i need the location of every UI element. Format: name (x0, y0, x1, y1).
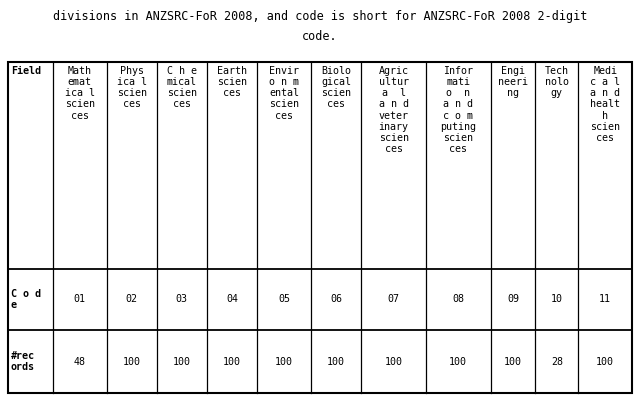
Text: 09: 09 (507, 294, 519, 304)
Text: 100: 100 (123, 357, 141, 367)
Text: C o d
e: C o d e (11, 289, 41, 310)
Text: Phys
ica l
scien
ces: Phys ica l scien ces (116, 66, 147, 109)
Text: 100: 100 (385, 357, 403, 367)
Text: 11: 11 (599, 294, 611, 304)
Text: 48: 48 (74, 357, 86, 367)
Text: 07: 07 (388, 294, 399, 304)
Text: 100: 100 (327, 357, 345, 367)
Text: 10: 10 (551, 294, 563, 304)
Text: Engi
neeri
ng: Engi neeri ng (498, 66, 528, 98)
Text: Biolo
gical
scien
ces: Biolo gical scien ces (321, 66, 351, 109)
Text: Envir
o n m
ental
scien
ces: Envir o n m ental scien ces (269, 66, 299, 120)
Text: Tech
nolo
gy: Tech nolo gy (545, 66, 569, 98)
Text: 05: 05 (278, 294, 290, 304)
Text: Medi
c a l
a n d
healt
h
scien
ces: Medi c a l a n d healt h scien ces (590, 66, 620, 143)
Text: 100: 100 (596, 357, 614, 367)
Text: Earth
scien
ces: Earth scien ces (217, 66, 247, 98)
Text: 28: 28 (551, 357, 563, 367)
Text: divisions in ANZSRC-FoR 2008, and code is short for ANZSRC-FoR 2008 2-digit: divisions in ANZSRC-FoR 2008, and code i… (53, 10, 587, 23)
Text: 100: 100 (173, 357, 191, 367)
Text: Infor
mati
o  n
a n d
c o m
puting
scien
ces: Infor mati o n a n d c o m puting scien … (440, 66, 476, 154)
Text: Agric
ultur
a  l
a n d
veter
inary
scien
ces: Agric ultur a l a n d veter inary scien … (378, 66, 408, 154)
Bar (8, 62, 632, 393)
Text: Math
emat
ica l
scien
ces: Math emat ica l scien ces (65, 66, 95, 120)
Text: 100: 100 (223, 357, 241, 367)
Text: 100: 100 (504, 357, 522, 367)
Text: 08: 08 (452, 294, 464, 304)
Text: 100: 100 (275, 357, 293, 367)
Text: 01: 01 (74, 294, 86, 304)
Text: 02: 02 (125, 294, 138, 304)
Text: C h e
mical
scien
ces: C h e mical scien ces (167, 66, 197, 109)
Text: Field: Field (11, 66, 41, 76)
Text: 100: 100 (449, 357, 467, 367)
Text: 06: 06 (330, 294, 342, 304)
Text: 04: 04 (226, 294, 238, 304)
Text: #rec
ords: #rec ords (11, 351, 35, 372)
Text: code.: code. (302, 30, 338, 43)
Text: 03: 03 (176, 294, 188, 304)
